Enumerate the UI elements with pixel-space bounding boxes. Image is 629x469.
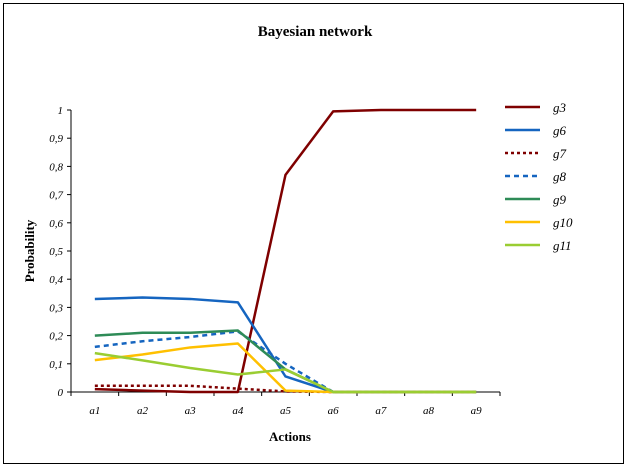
y-tick-label: 0,2 (49, 331, 63, 343)
legend-label-g10: g10 (553, 215, 573, 230)
y-tick-label: 0,1 (49, 359, 63, 371)
legend: g3 g6 g7 g8 g9 g10 g11 (505, 100, 573, 253)
series-line-g6 (94, 296, 477, 394)
series-line-g11 (94, 351, 477, 394)
y-tick-label: 0,6 (49, 218, 63, 230)
x-axis-label: Actions (269, 429, 311, 444)
x-tick-label: a5 (280, 405, 292, 417)
y-axis-label: Probability (22, 219, 37, 282)
x-tick-label: a9 (471, 405, 483, 417)
legend-label-g7: g7 (553, 146, 567, 161)
y-tick-label: 1 (58, 105, 64, 117)
y-tick-label: 0,3 (49, 302, 63, 314)
chart-frame (3, 3, 624, 464)
legend-label-g3: g3 (553, 100, 567, 115)
y-tick-label: 0,4 (49, 274, 63, 286)
x-tick-label: a4 (232, 405, 244, 417)
legend-label-g8: g8 (553, 169, 567, 184)
x-tick-label: a8 (423, 405, 435, 417)
plot-lines (94, 108, 477, 394)
y-tick-label: 0,7 (49, 190, 63, 202)
axes: 0 0,1 0,2 0,3 0,4 0,5 0,6 0,7 0,8 0,9 1 a1 a2 a3 a4 a5 a… (49, 105, 501, 417)
y-tick-label: 0 (58, 387, 64, 399)
legend-label-g11: g11 (553, 238, 572, 253)
y-tick-label: 0,9 (49, 133, 63, 145)
x-tick-label: a2 (137, 405, 149, 417)
x-tick-label: a1 (89, 405, 100, 417)
y-tick-label: 0,5 (49, 246, 63, 258)
x-tick-label: a3 (185, 405, 197, 417)
legend-label-g9: g9 (553, 192, 567, 207)
legend-label-g6: g6 (553, 123, 567, 138)
x-tick-label: a7 (375, 405, 387, 417)
series-line-g10 (94, 342, 477, 394)
series-line-g3 (94, 108, 477, 394)
x-tick-label: a6 (328, 405, 340, 417)
y-tick-label: 0,8 (49, 161, 63, 173)
chart-title: Bayesian network (258, 24, 373, 40)
